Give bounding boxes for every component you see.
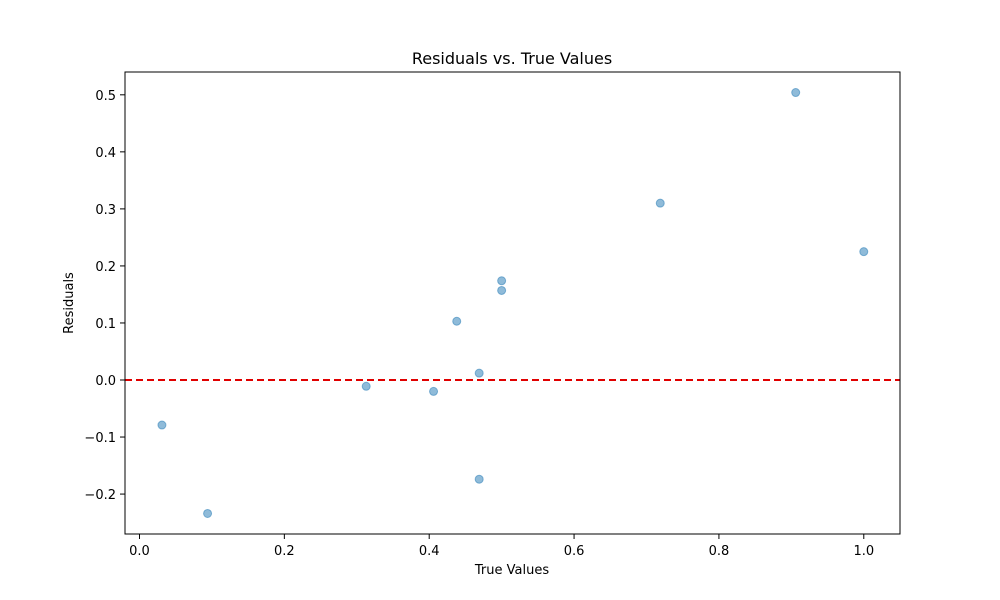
y-tick-label: 0.1 [95, 317, 116, 332]
x-tick-label: 0.6 [564, 544, 585, 559]
data-point [497, 285, 507, 295]
x-axis-label: True Values [474, 563, 549, 578]
y-axis: −0.2 −0.1 0.0 0.1 0.2 0.3 0.4 0.5 [84, 89, 125, 503]
data-point [791, 88, 801, 98]
y-axis-label: Residuals [62, 272, 77, 334]
x-tick-label: 0.4 [419, 544, 440, 559]
y-tick-label: −0.1 [84, 431, 116, 446]
chart-title: Residuals vs. True Values [412, 49, 612, 68]
data-point [474, 474, 484, 484]
x-tick-label: 1.0 [853, 544, 874, 559]
data-point [497, 276, 507, 286]
data-point [655, 198, 665, 208]
y-tick-label: 0.5 [95, 89, 116, 104]
data-point [859, 247, 869, 257]
data-point [474, 368, 484, 378]
data-point [203, 508, 213, 518]
y-tick-label: 0.0 [95, 374, 116, 389]
x-axis: 0.0 0.2 0.4 0.6 0.8 1.0 [129, 534, 874, 559]
y-tick-label: −0.2 [84, 488, 116, 503]
x-tick-label: 0.8 [709, 544, 730, 559]
plot-frame [124, 71, 901, 535]
plot-area [125, 88, 900, 518]
data-point [157, 420, 167, 430]
y-tick-label: 0.3 [95, 203, 116, 218]
x-tick-label: 0.2 [274, 544, 295, 559]
data-point [361, 381, 371, 391]
x-tick-label: 0.0 [129, 544, 150, 559]
y-tick-label: 0.2 [95, 260, 116, 275]
data-point [429, 386, 439, 396]
data-point [452, 316, 462, 326]
y-tick-label: 0.4 [95, 146, 116, 161]
